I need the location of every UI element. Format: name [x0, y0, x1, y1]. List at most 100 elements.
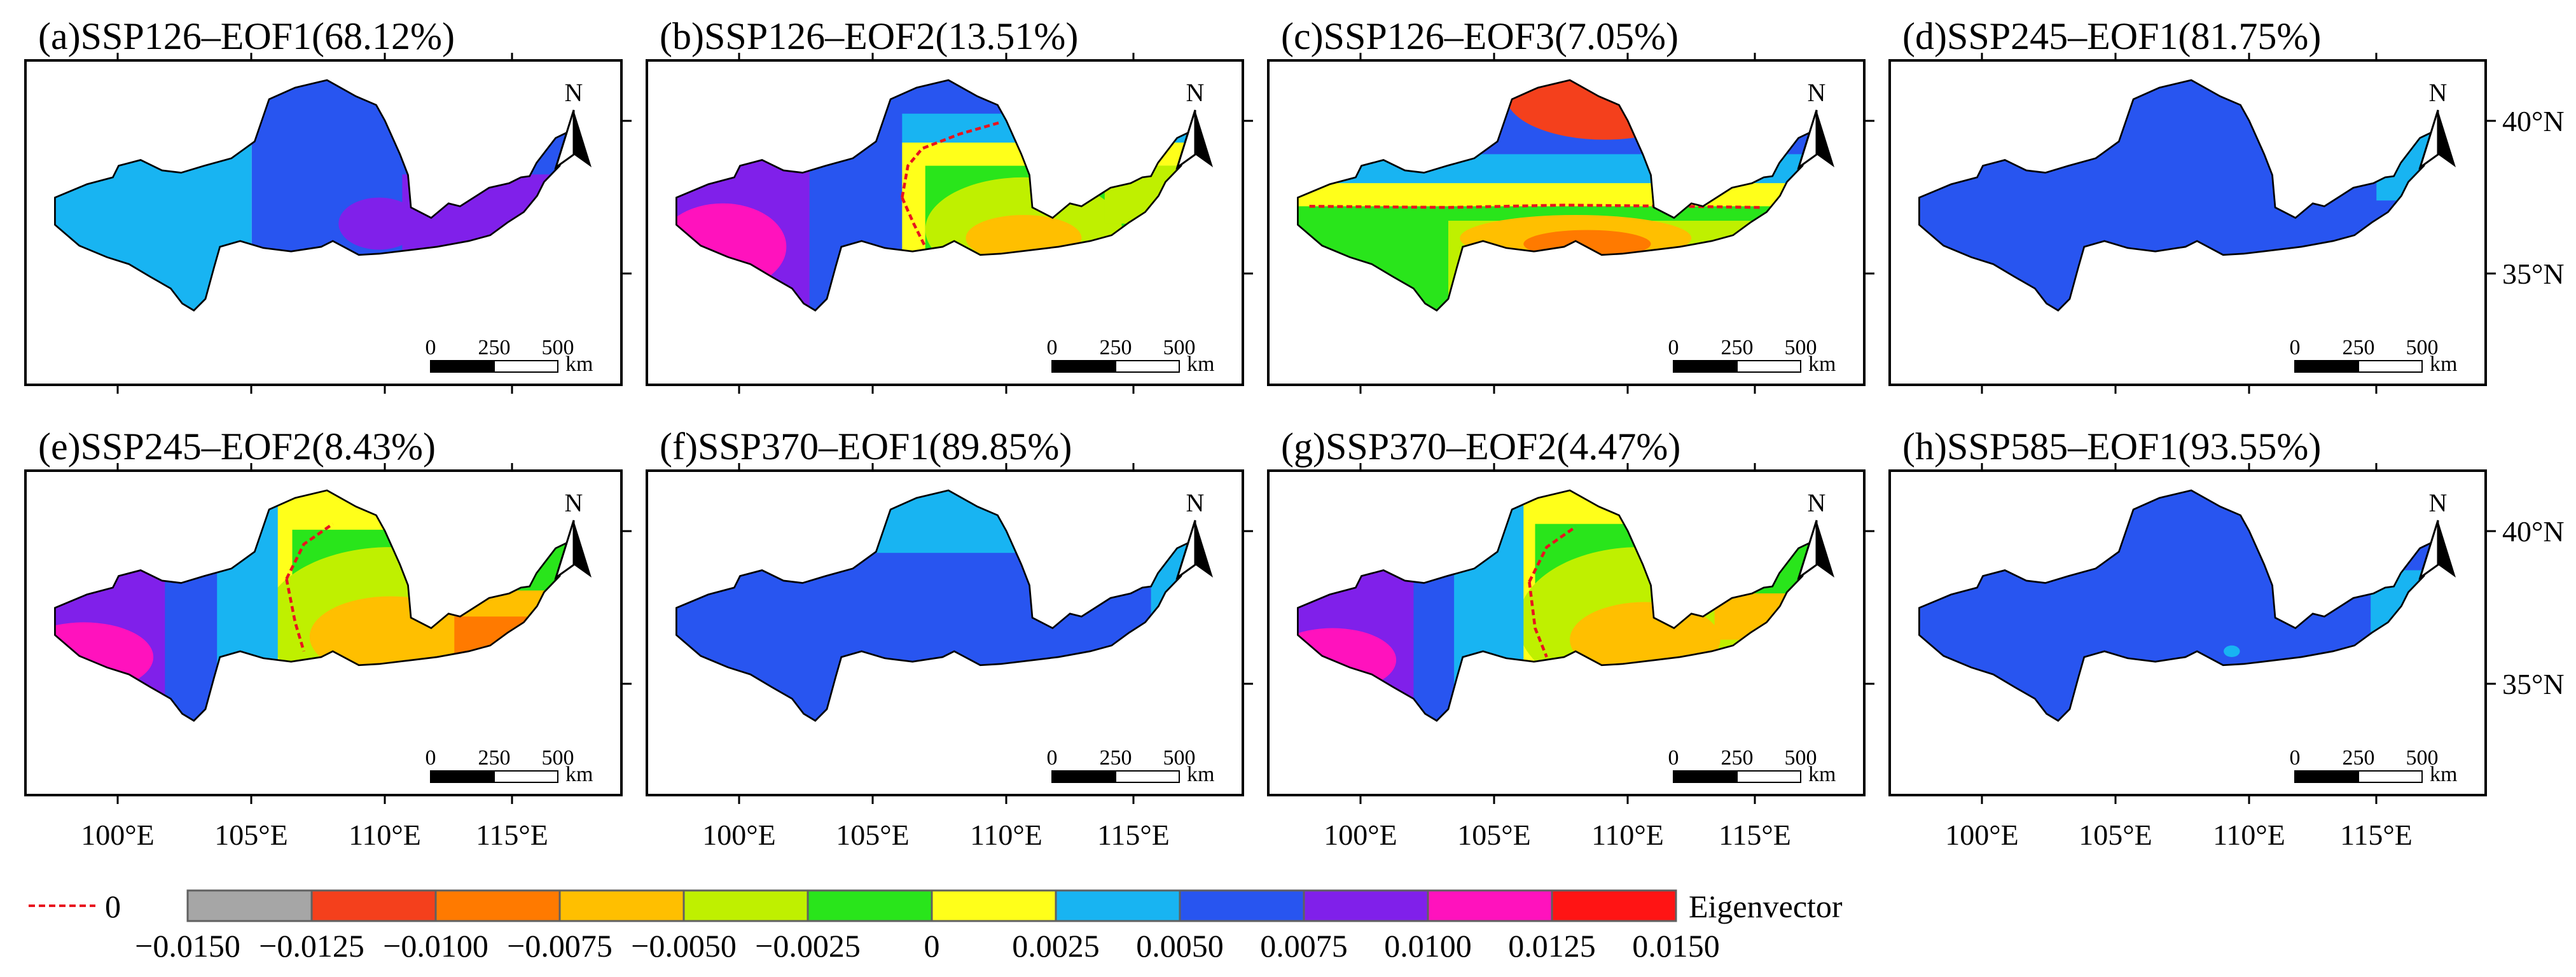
map-panels: (a)SSP126–EOF1(68.12%)N0 250 500km(b)SSP12…: [24, 15, 2565, 851]
y-tick-label: 35°N: [2502, 258, 2565, 290]
scale-bar-segment: [430, 770, 495, 783]
scale-bar-label: 0: [1668, 746, 1679, 770]
scale-bar-unit: km: [1808, 763, 1836, 786]
scale-bar-segment: [2294, 360, 2359, 373]
zero-contour-line: [901, 121, 1001, 248]
scale-bar-label: 0: [426, 746, 436, 770]
colorbar-band: [434, 889, 561, 922]
colorbar-tick-label: −0.0075: [507, 928, 613, 964]
north-arrow-label: N: [1808, 488, 1826, 517]
scale-bar-segment: [1673, 360, 1738, 373]
colorbar-tick-label: 0.0125: [1508, 928, 1596, 964]
scale-bar-label: 250: [1100, 336, 1132, 359]
colorbar-band: [558, 889, 685, 922]
eigenvector-zone: [338, 197, 420, 250]
y-tick-label: 35°N: [2502, 668, 2565, 700]
scale-bar-label: 0: [426, 336, 436, 359]
scale-bar-unit: km: [2430, 352, 2457, 376]
x-tick-label: 100°E: [1945, 819, 2019, 851]
scale-bar-unit: km: [1187, 763, 1214, 786]
panel-title: (g)SSP370–EOF2(4.47%): [1281, 426, 1680, 468]
colorbar-band: [807, 889, 933, 922]
x-tick-label: 110°E: [349, 819, 421, 851]
scale-bar-segment: [2294, 770, 2359, 783]
north-arrow-right-half: [2438, 520, 2456, 578]
colorbar-band: [186, 889, 313, 922]
scale-bar-unit: km: [1187, 352, 1214, 376]
scale-bar-segment: [1115, 360, 1180, 373]
scale-bar-label: 250: [2343, 746, 2375, 770]
colorbar-tick-label: 0.0050: [1136, 928, 1224, 964]
x-tick-label: 105°E: [1457, 819, 1531, 851]
north-arrow-right-half: [1817, 520, 1834, 578]
zero-contour-line: [1309, 204, 1761, 209]
panel-title: (b)SSP126–EOF2(13.51%): [660, 15, 1078, 57]
scale-bar-unit: km: [1808, 352, 1836, 376]
north-arrow-right-half: [1195, 110, 1213, 167]
scale-bar-segment: [1736, 770, 1801, 783]
north-arrow: N: [2418, 78, 2456, 170]
north-arrow: N: [2418, 488, 2456, 580]
scale-bar-label: 0: [2290, 746, 2301, 770]
x-tick-label: 100°E: [1324, 819, 1397, 851]
scale-bar-segment: [1051, 360, 1116, 373]
x-tick-label: 105°E: [2079, 819, 2152, 851]
scale-bar-label: 500: [2406, 336, 2439, 359]
colorbar-tick-label: −0.0150: [135, 928, 240, 964]
north-arrow-label: N: [565, 488, 583, 517]
panel-title: (f)SSP370–EOF1(89.85%): [660, 426, 1072, 468]
y-tick-label: 40°N: [2502, 105, 2565, 137]
scale-bar-label: 500: [1163, 336, 1196, 359]
scale-bar-label: 250: [1721, 336, 1754, 359]
scale-bar-segment: [1115, 770, 1180, 783]
panel-title: (d)SSP245–EOF1(81.75%): [1902, 15, 2321, 57]
colorbar-band: [1179, 889, 1305, 922]
scale-bar-label: 250: [478, 336, 511, 359]
scale-bar-label: 0: [1047, 336, 1058, 359]
colorbar-band: [1303, 889, 1429, 922]
eigenvector-zone: [2224, 645, 2240, 657]
north-arrow-right-half: [574, 110, 592, 167]
x-tick-label: 100°E: [81, 819, 155, 851]
x-tick-label: 105°E: [836, 819, 910, 851]
colorbar-tick-label: 0: [924, 928, 940, 964]
x-tick-label: 115°E: [1097, 819, 1170, 851]
scale-bar-label: 250: [2343, 336, 2375, 359]
north-arrow-label: N: [565, 78, 583, 107]
colorbar-tick-label: 0.0025: [1012, 928, 1100, 964]
colorbar-band: [931, 889, 1057, 922]
colorbar-band: [1427, 889, 1553, 922]
north-arrow: N: [554, 488, 592, 580]
north-arrow-label: N: [1186, 488, 1205, 517]
scale-bar-segment: [1051, 770, 1116, 783]
north-arrow-right-half: [574, 520, 592, 578]
north-arrow: N: [1797, 488, 1834, 580]
colorbar-band: [1551, 889, 1677, 922]
zero-contour-line: [285, 522, 334, 652]
north-arrow-label: N: [2429, 488, 2448, 517]
x-tick-label: 100°E: [702, 819, 776, 851]
scale-bar-label: 250: [478, 746, 511, 770]
scale-bar-label: 500: [1785, 746, 1817, 770]
colorbar-tick-label: −0.0025: [755, 928, 861, 964]
north-arrow-right-half: [2438, 110, 2456, 167]
colorbar-legend: −0.0150 −0.0125 −0.0100 −0.0075 −0.0050 −0.00…: [29, 889, 1843, 964]
panel-title: (c)SSP126–EOF3(7.05%): [1281, 15, 1679, 57]
north-arrow: N: [1175, 488, 1213, 580]
x-tick-label: 115°E: [476, 819, 548, 851]
north-arrow: N: [1797, 78, 1834, 170]
x-tick-label: 110°E: [1591, 819, 1664, 851]
zero-contour-line: [1528, 525, 1577, 658]
scale-bar-segment: [494, 360, 558, 373]
x-tick-label: 110°E: [970, 819, 1042, 851]
scale-bar-segment: [1736, 360, 1801, 373]
